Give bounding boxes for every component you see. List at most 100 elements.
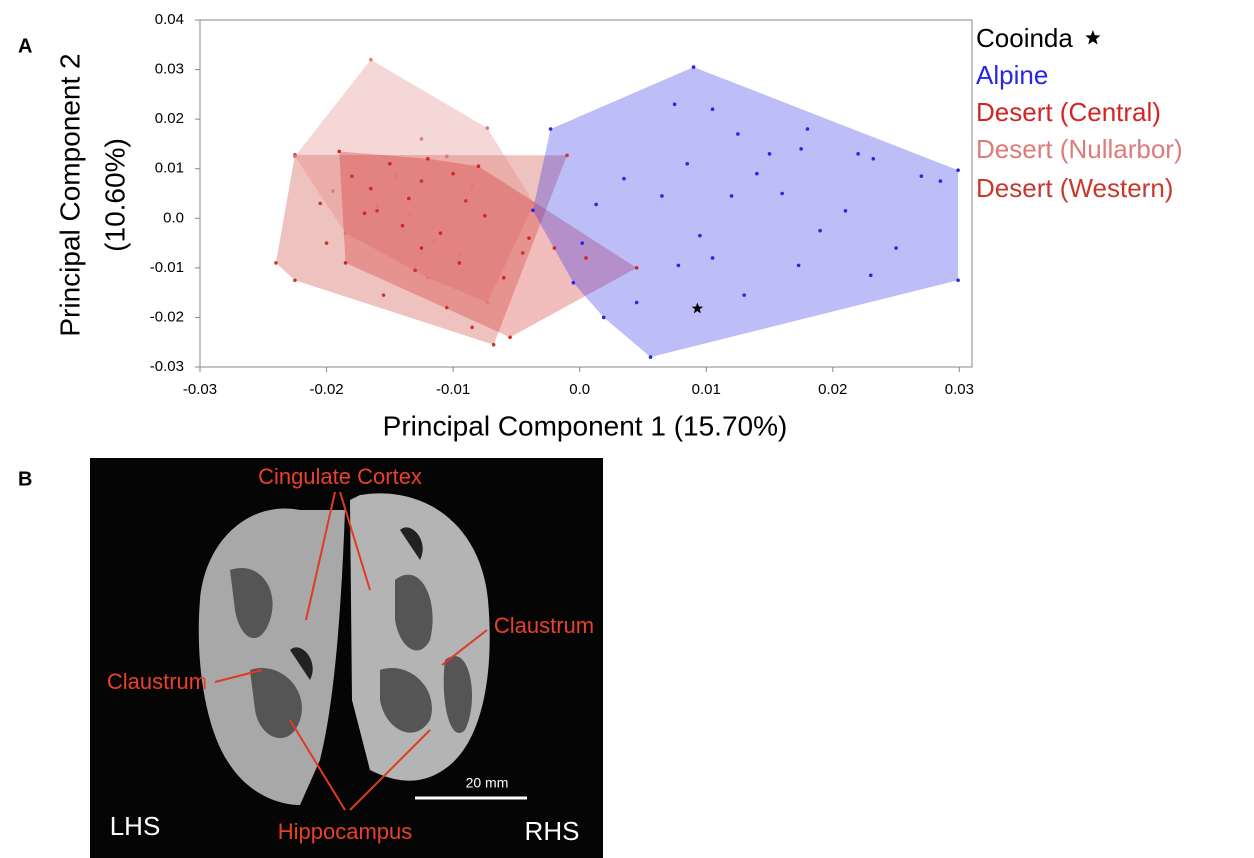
point (871, 157, 876, 161)
point (318, 201, 323, 206)
legend-entry: Alpine (976, 60, 1048, 90)
point (407, 196, 411, 201)
point (580, 241, 585, 245)
x-tick-label: -0.02 (309, 381, 343, 398)
x-tick-label: 0.01 (692, 381, 721, 398)
point (548, 127, 553, 131)
brain-image: Cingulate Cortex Claustrum Claustrum Hip… (90, 458, 603, 858)
point (438, 231, 443, 235)
y-tick-label: 0.03 (155, 61, 184, 78)
point (622, 176, 626, 181)
point (375, 209, 379, 213)
point (444, 154, 449, 159)
point (394, 174, 398, 178)
point (799, 147, 803, 151)
point (520, 251, 525, 255)
point (742, 293, 746, 297)
point (938, 179, 943, 183)
legend-entry: Desert (Nullarbor) (976, 134, 1183, 164)
plot-frame (199, 19, 973, 368)
x-tick-label: 0.02 (818, 381, 847, 398)
point (432, 238, 436, 243)
point (956, 278, 960, 283)
point (419, 246, 424, 250)
point (780, 191, 784, 196)
point (274, 261, 278, 265)
point (676, 263, 681, 268)
point (362, 211, 367, 216)
brain-detail (230, 568, 473, 739)
point (601, 315, 606, 320)
point (381, 293, 386, 297)
point (293, 154, 297, 159)
point (413, 268, 417, 273)
point (710, 107, 715, 112)
point (375, 204, 379, 208)
point (729, 194, 734, 198)
point (571, 280, 576, 285)
point (388, 161, 392, 166)
point (324, 241, 329, 245)
point (527, 236, 531, 240)
point-star (691, 302, 704, 314)
y-tick-label: 0.02 (155, 110, 184, 127)
ventricle (290, 527, 423, 680)
x-tick-label: -0.01 (436, 381, 470, 398)
point (343, 261, 348, 265)
region-label: Cingulate Cortex (258, 464, 422, 489)
side-label: RHS (525, 816, 580, 846)
plot-area: -0.03 -0.02 -0.01 0.0 0.01 0.02 0.03 -0.03 -0.02… (54, 11, 1182, 441)
point (419, 137, 424, 141)
point (805, 127, 810, 131)
group-hull (294, 59, 535, 303)
point (843, 209, 848, 213)
point (407, 214, 411, 218)
point (856, 152, 860, 156)
point (337, 149, 342, 154)
group-hull (339, 151, 637, 338)
point (482, 214, 487, 218)
point (293, 278, 297, 283)
point (350, 174, 354, 178)
point (369, 57, 373, 62)
point (485, 300, 490, 305)
point (501, 275, 506, 280)
point (457, 261, 462, 265)
group-hull (532, 67, 959, 358)
point (552, 246, 557, 250)
image-background (90, 458, 603, 858)
point (584, 256, 588, 260)
side-label: LHS (110, 811, 161, 841)
legend-entry: Desert (Western) (976, 173, 1173, 203)
point (685, 161, 690, 166)
y-tick-label: -0.03 (150, 358, 184, 375)
point (634, 300, 639, 305)
point (470, 184, 474, 188)
point (508, 335, 512, 340)
legend-marker (1085, 30, 1101, 45)
point (426, 275, 430, 280)
region-label: Claustrum (494, 613, 594, 638)
point (796, 263, 801, 268)
x-tick-label: 0.03 (945, 381, 974, 398)
point (476, 164, 481, 169)
point (894, 246, 898, 250)
point (565, 153, 569, 158)
x-axis-label: Principal Component 1 (15.70%) (383, 410, 788, 441)
point (400, 223, 405, 228)
panel-label: A (18, 35, 32, 57)
legend-entry: Desert (Central) (976, 97, 1161, 127)
point (648, 355, 653, 359)
point (331, 189, 335, 193)
x-tick-label: -0.03 (183, 381, 217, 398)
y-tick-label: -0.01 (150, 259, 184, 276)
point (485, 126, 490, 130)
point (698, 233, 702, 238)
point (369, 186, 373, 191)
point (672, 102, 677, 107)
point (531, 208, 535, 213)
point (594, 202, 598, 207)
scale-label: 20 mm (466, 775, 509, 791)
point (736, 132, 740, 136)
